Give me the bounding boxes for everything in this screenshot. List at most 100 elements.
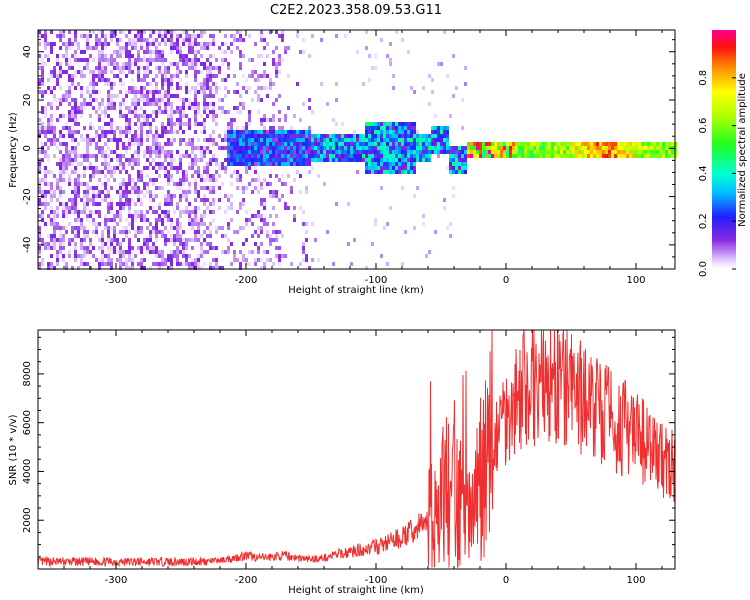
spectrogram-cell [176, 66, 179, 70]
spectrogram-cell [125, 94, 128, 98]
spectrogram-cell [146, 218, 149, 222]
spectrogram-cell [389, 122, 392, 126]
spectrogram-cell [77, 186, 80, 190]
spectrogram-cell [287, 74, 290, 78]
x-tick-label: 0 [503, 275, 509, 286]
spectrogram-cell [275, 46, 278, 50]
spectrogram-cell [224, 134, 227, 138]
spectrogram-cell [257, 94, 260, 98]
spectrogram-cell [146, 82, 149, 86]
spectrogram-cell [146, 150, 149, 154]
spectrogram-cell [443, 142, 446, 146]
spectrogram-cell [110, 238, 113, 242]
spectrogram-cell [161, 210, 164, 214]
spectrogram-cell [275, 158, 278, 162]
spectrogram-cell [401, 154, 404, 158]
spectrogram-cell [167, 94, 170, 98]
spectrogram-cell [128, 90, 131, 94]
spectrogram-cell [89, 174, 92, 178]
spectrogram-cell [245, 154, 248, 158]
spectrogram-cell [119, 66, 122, 70]
spectrogram-cell [101, 110, 104, 114]
spectrogram-cell [83, 66, 86, 70]
spectrogram-cell [140, 230, 143, 234]
spectrogram-cell [224, 86, 227, 90]
spectrogram-cell [59, 230, 62, 234]
spectrogram-cell [200, 214, 203, 218]
spectrogram-cell [152, 158, 155, 162]
spectrogram-cell [140, 94, 143, 98]
spectrogram-cell [134, 90, 137, 94]
spectrogram-cell [203, 194, 206, 198]
spectrogram-cell [95, 202, 98, 206]
spectrogram-cell [50, 186, 53, 190]
spectrogram-cell [86, 230, 89, 234]
spectrogram-cell [446, 226, 449, 230]
spectrogram-cell [110, 126, 113, 130]
spectrogram-cell [53, 126, 56, 130]
spectrogram-cell [377, 134, 380, 138]
spectrogram-cell [122, 142, 125, 146]
spectrogram-cell [83, 34, 86, 38]
spectrogram-cell [167, 202, 170, 206]
spectrogram-cell [170, 34, 173, 38]
spectrogram-cell [203, 130, 206, 134]
spectrogram-cell [68, 242, 71, 246]
spectrogram-cell [194, 114, 197, 118]
spectrogram-cell [143, 86, 146, 90]
spectrogram-cell [251, 130, 254, 134]
spectrogram-cell [560, 146, 563, 150]
spectrogram-cell [599, 146, 602, 150]
spectrogram-cell [230, 142, 233, 146]
spectrogram-cell [86, 190, 89, 194]
spectrogram-cell [176, 182, 179, 186]
spectrogram-cell [614, 146, 617, 150]
spectrogram-cell [392, 74, 395, 78]
spectrogram-cell [434, 126, 437, 130]
spectrogram-cell [305, 254, 308, 258]
spectrogram-cell [308, 130, 311, 134]
spectrogram-cell [128, 110, 131, 114]
spectrogram-cell [59, 226, 62, 230]
spectrogram-cell [230, 158, 233, 162]
spectrogram-cell [203, 110, 206, 114]
spectrogram-cell [131, 38, 134, 42]
spectrogram-cell [452, 154, 455, 158]
spectrogram-cell [110, 98, 113, 102]
spectrogram-cell [353, 150, 356, 154]
spectrogram-cell [155, 146, 158, 150]
spectrogram-cell [656, 154, 659, 158]
spectrogram-cell [197, 190, 200, 194]
spectrogram-cell [449, 166, 452, 170]
spectrogram-cell [266, 134, 269, 138]
spectrogram-cell [164, 258, 167, 262]
spectrogram-cell [50, 198, 53, 202]
spectrogram-cell [41, 178, 44, 182]
spectrogram-cell [233, 170, 236, 174]
spectrogram-cell [278, 146, 281, 150]
spectrogram-cell [272, 206, 275, 210]
spectrogram-cell [140, 170, 143, 174]
spectrogram-cell [566, 142, 569, 146]
spectrogram-cell [167, 178, 170, 182]
spectrogram-cell [329, 154, 332, 158]
spectrogram-cell [371, 158, 374, 162]
spectrogram-cell [152, 150, 155, 154]
spectrogram-cell [47, 154, 50, 158]
spectrogram-cell [101, 34, 104, 38]
spectrogram-cell [74, 38, 77, 42]
spectrogram-cell [287, 174, 290, 178]
spectrogram-cell [173, 242, 176, 246]
colorbar-tick-label: 0.2 [698, 213, 709, 229]
spectrogram-cell [152, 198, 155, 202]
spectrogram-cell [329, 142, 332, 146]
spectrogram-cell [170, 194, 173, 198]
spectrogram-cell [173, 122, 176, 126]
spectrogram-cell [158, 34, 161, 38]
spectrogram-cell [407, 166, 410, 170]
spectrogram-cell [224, 94, 227, 98]
spectrogram-cell [407, 162, 410, 166]
spectrogram-cell [353, 134, 356, 138]
spectrogram-cell [224, 166, 227, 170]
spectrogram-cell [182, 154, 185, 158]
